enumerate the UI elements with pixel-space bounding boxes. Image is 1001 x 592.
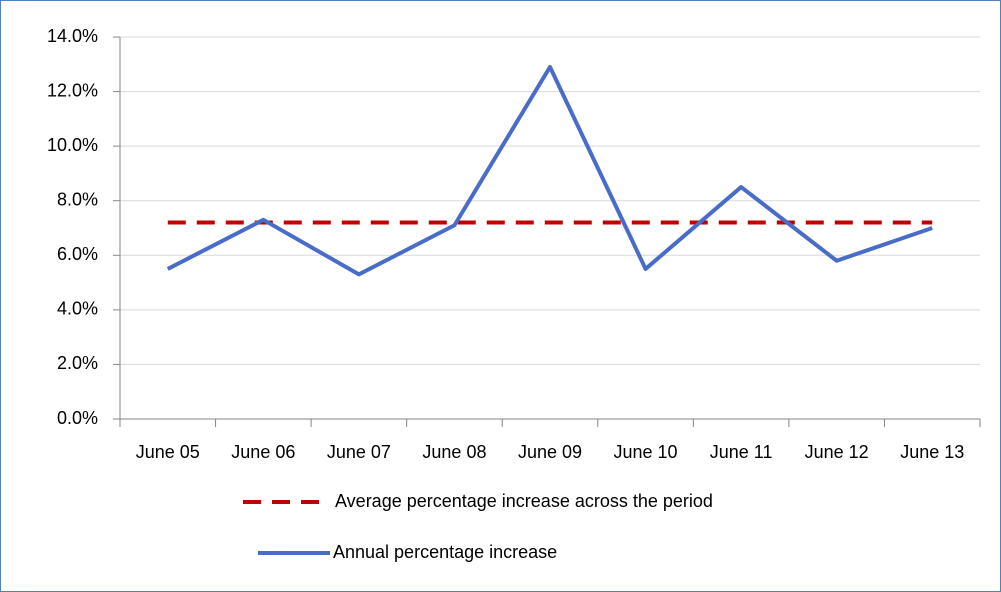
x-tick-label: June 10 — [614, 442, 678, 462]
data-line — [166, 65, 933, 277]
y-tick-label: 8.0% — [57, 189, 98, 209]
y-tick-label: 4.0% — [57, 299, 98, 319]
y-tick-label: 10.0% — [47, 135, 98, 155]
x-tick-label: June 09 — [518, 442, 582, 462]
x-tick-label: June 11 — [710, 442, 773, 462]
x-tick-label: June 06 — [231, 442, 295, 462]
x-tick-label: June 08 — [422, 442, 486, 462]
legend-label: Annual percentage increase — [333, 542, 557, 562]
y-tick-label: 14.0% — [47, 26, 98, 46]
y-tick-label: 6.0% — [57, 244, 98, 264]
legend-label: Average percentage increase across the p… — [335, 491, 713, 511]
x-tick-label: June 07 — [327, 442, 391, 462]
x-tick-label: June 05 — [136, 442, 200, 462]
y-tick-label: 2.0% — [57, 353, 98, 373]
x-tick-label: June 13 — [900, 442, 964, 462]
y-tick-label: 12.0% — [47, 80, 98, 100]
y-tick-label: 0.0% — [57, 408, 98, 428]
x-tick-label: June 12 — [805, 442, 869, 462]
